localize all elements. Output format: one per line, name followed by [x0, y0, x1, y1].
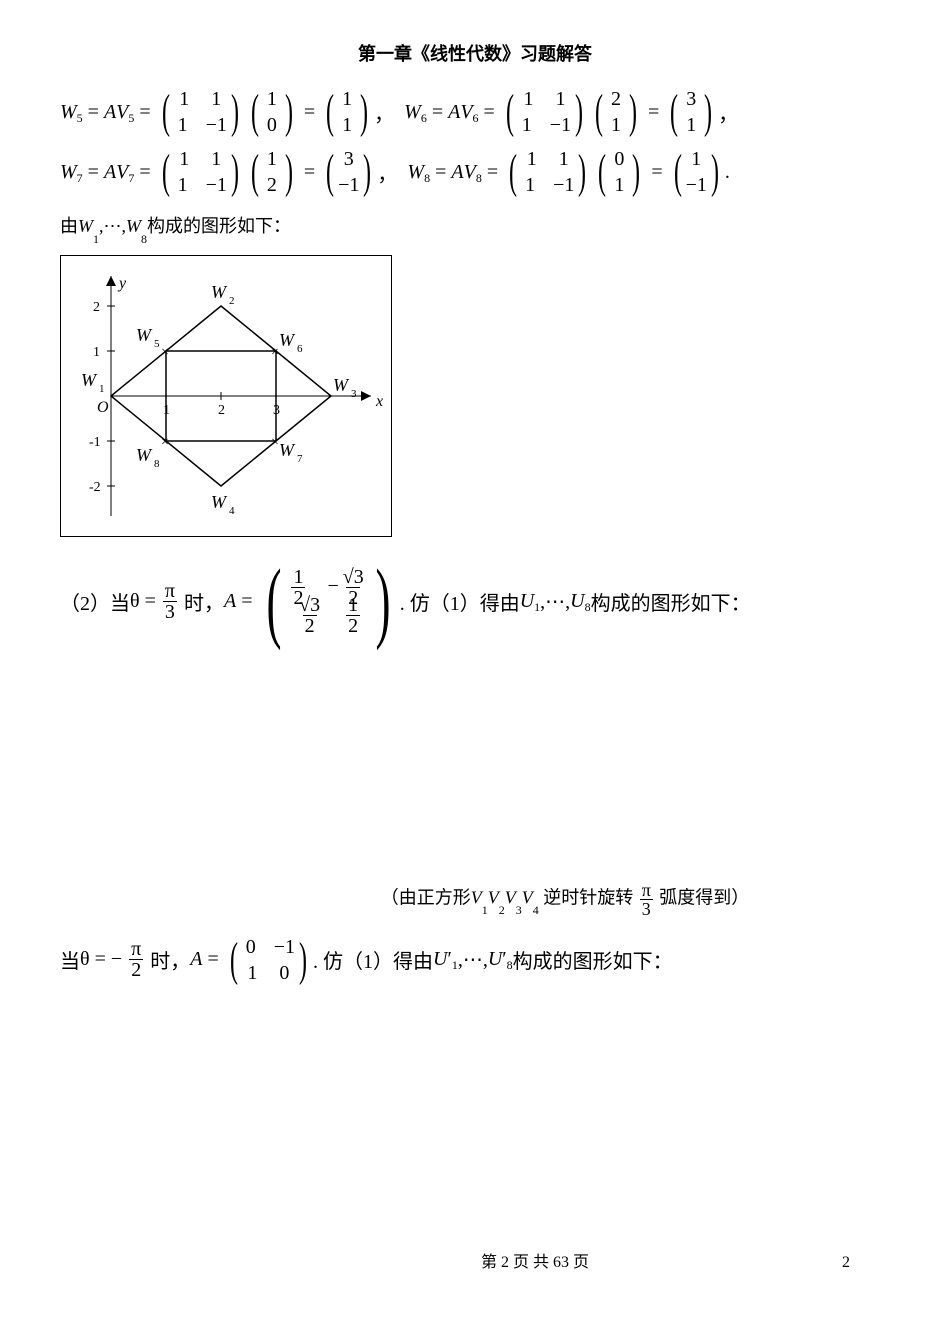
axis-x-label: x: [375, 393, 383, 410]
matrix-rotation-negpi2: ( 0−1 10 ): [226, 934, 311, 986]
svg-text:-1: -1: [89, 435, 101, 450]
svg-text:×: ×: [271, 345, 279, 360]
equals: =: [83, 101, 104, 124]
matrix-a4: ( 11 1−1 ): [505, 146, 590, 198]
equals-6: =: [643, 101, 664, 124]
var-a2: A: [448, 101, 460, 124]
vector-v7: ( 1 2 ): [247, 146, 297, 198]
matrix-a1: ( 11 1−1 ): [158, 86, 243, 138]
comma-1: ，: [374, 98, 394, 127]
matrix-a3: ( 11 1−1 ): [158, 146, 243, 198]
page-footer: 第 2 页 共 63 页: [60, 1248, 950, 1272]
matrix-rotation-pi3: ( 12 −√32 √32 12 ): [259, 557, 397, 647]
svg-text:W: W: [136, 445, 153, 465]
svg-text:3: 3: [351, 388, 357, 400]
svg-text:7: 7: [297, 453, 303, 465]
part3-line: 当 θ = − π2 时， A = ( 0−1 10 ) . 仿（1）得由 U′…: [60, 934, 890, 986]
svg-text:×: ×: [271, 435, 279, 450]
svg-text:-2: -2: [89, 480, 101, 495]
svg-text:1: 1: [163, 403, 170, 418]
sub-6: 6: [421, 111, 427, 126]
rotation-note: （由正方形V1V2V3V4 逆时针旋转 π3 弧度得到）: [240, 881, 890, 918]
sub-8: 8: [424, 171, 430, 186]
svg-text:1: 1: [99, 383, 105, 395]
vector-w6: ( 3 1 ): [666, 86, 716, 138]
vector-w8: ( 1 −1 ): [670, 146, 723, 198]
svg-text:2: 2: [93, 300, 100, 315]
equals-3: =: [299, 101, 320, 124]
var-w7: W: [60, 161, 77, 184]
svg-text:W: W: [136, 325, 153, 345]
vector-w7: ( 3 −1 ): [322, 146, 375, 198]
equals-5: =: [479, 101, 500, 124]
svg-text:W: W: [211, 282, 228, 302]
equals-2: =: [134, 101, 155, 124]
svg-text:×: ×: [161, 435, 169, 450]
sub-5: 5: [77, 111, 83, 126]
text-figure-intro: 由W1,⋯,W8构成的图形如下：: [60, 212, 890, 241]
sub-5b: 5: [128, 111, 134, 126]
part2-line: （2）当 θ = π3 时， A = ( 12 −√32 √32 12 ) . …: [60, 557, 890, 647]
svg-text:2: 2: [229, 295, 235, 307]
page-number-right: 2: [842, 1254, 850, 1272]
svg-text:W: W: [211, 492, 228, 512]
var-v5: V: [116, 101, 128, 124]
svg-text:W: W: [279, 440, 296, 460]
origin-label: O: [97, 399, 109, 416]
var-w5: W: [60, 101, 77, 124]
svg-text:1: 1: [93, 345, 100, 360]
comma-2: ，: [718, 98, 738, 127]
vector-w5: ( 1 1 ): [322, 86, 372, 138]
svg-text:5: 5: [154, 338, 160, 350]
var-a: A: [104, 101, 116, 124]
page-header: 第一章《线性代数》习题解答: [60, 40, 890, 66]
figure-diamond: × × × × y x O 1 2 3 1 2 -1 -2 W1 W2 W3 W…: [60, 255, 392, 537]
svg-text:×: ×: [161, 345, 169, 360]
axis-y-label: y: [117, 275, 127, 292]
sub-6b: 6: [473, 111, 479, 126]
vector-v8: ( 0 1 ): [594, 146, 644, 198]
equation-w5-w6: W5 = A V5 = ( 11 1−1 ) ( 1 0 ) = ( 1 1 )…: [60, 86, 890, 138]
svg-text:8: 8: [154, 458, 160, 470]
vector-v5: ( 1 0 ): [247, 86, 297, 138]
matrix-a2: ( 11 1−1 ): [502, 86, 587, 138]
svg-text:6: 6: [297, 343, 303, 355]
vector-v6: ( 2 1 ): [591, 86, 641, 138]
figure-overlay: × × × × y x O 1 2 3 1 2 -1 -2 W1 W2 W3 W…: [61, 256, 391, 536]
svg-text:W: W: [279, 330, 296, 350]
period: .: [725, 161, 730, 184]
equation-w7-w8: W7 = A V7 = ( 11 1−1 ) ( 1 2 ) = ( 3 −1 …: [60, 146, 890, 198]
svg-text:W: W: [81, 370, 98, 390]
var-v6: V: [460, 101, 472, 124]
svg-text:3: 3: [273, 403, 280, 418]
svg-text:2: 2: [218, 403, 225, 418]
svg-text:4: 4: [229, 505, 235, 517]
svg-text:W: W: [333, 375, 350, 395]
equals-4: =: [427, 101, 448, 124]
var-w6: W: [404, 101, 421, 124]
var-w8: W: [407, 161, 424, 184]
sub-7: 7: [77, 171, 83, 186]
